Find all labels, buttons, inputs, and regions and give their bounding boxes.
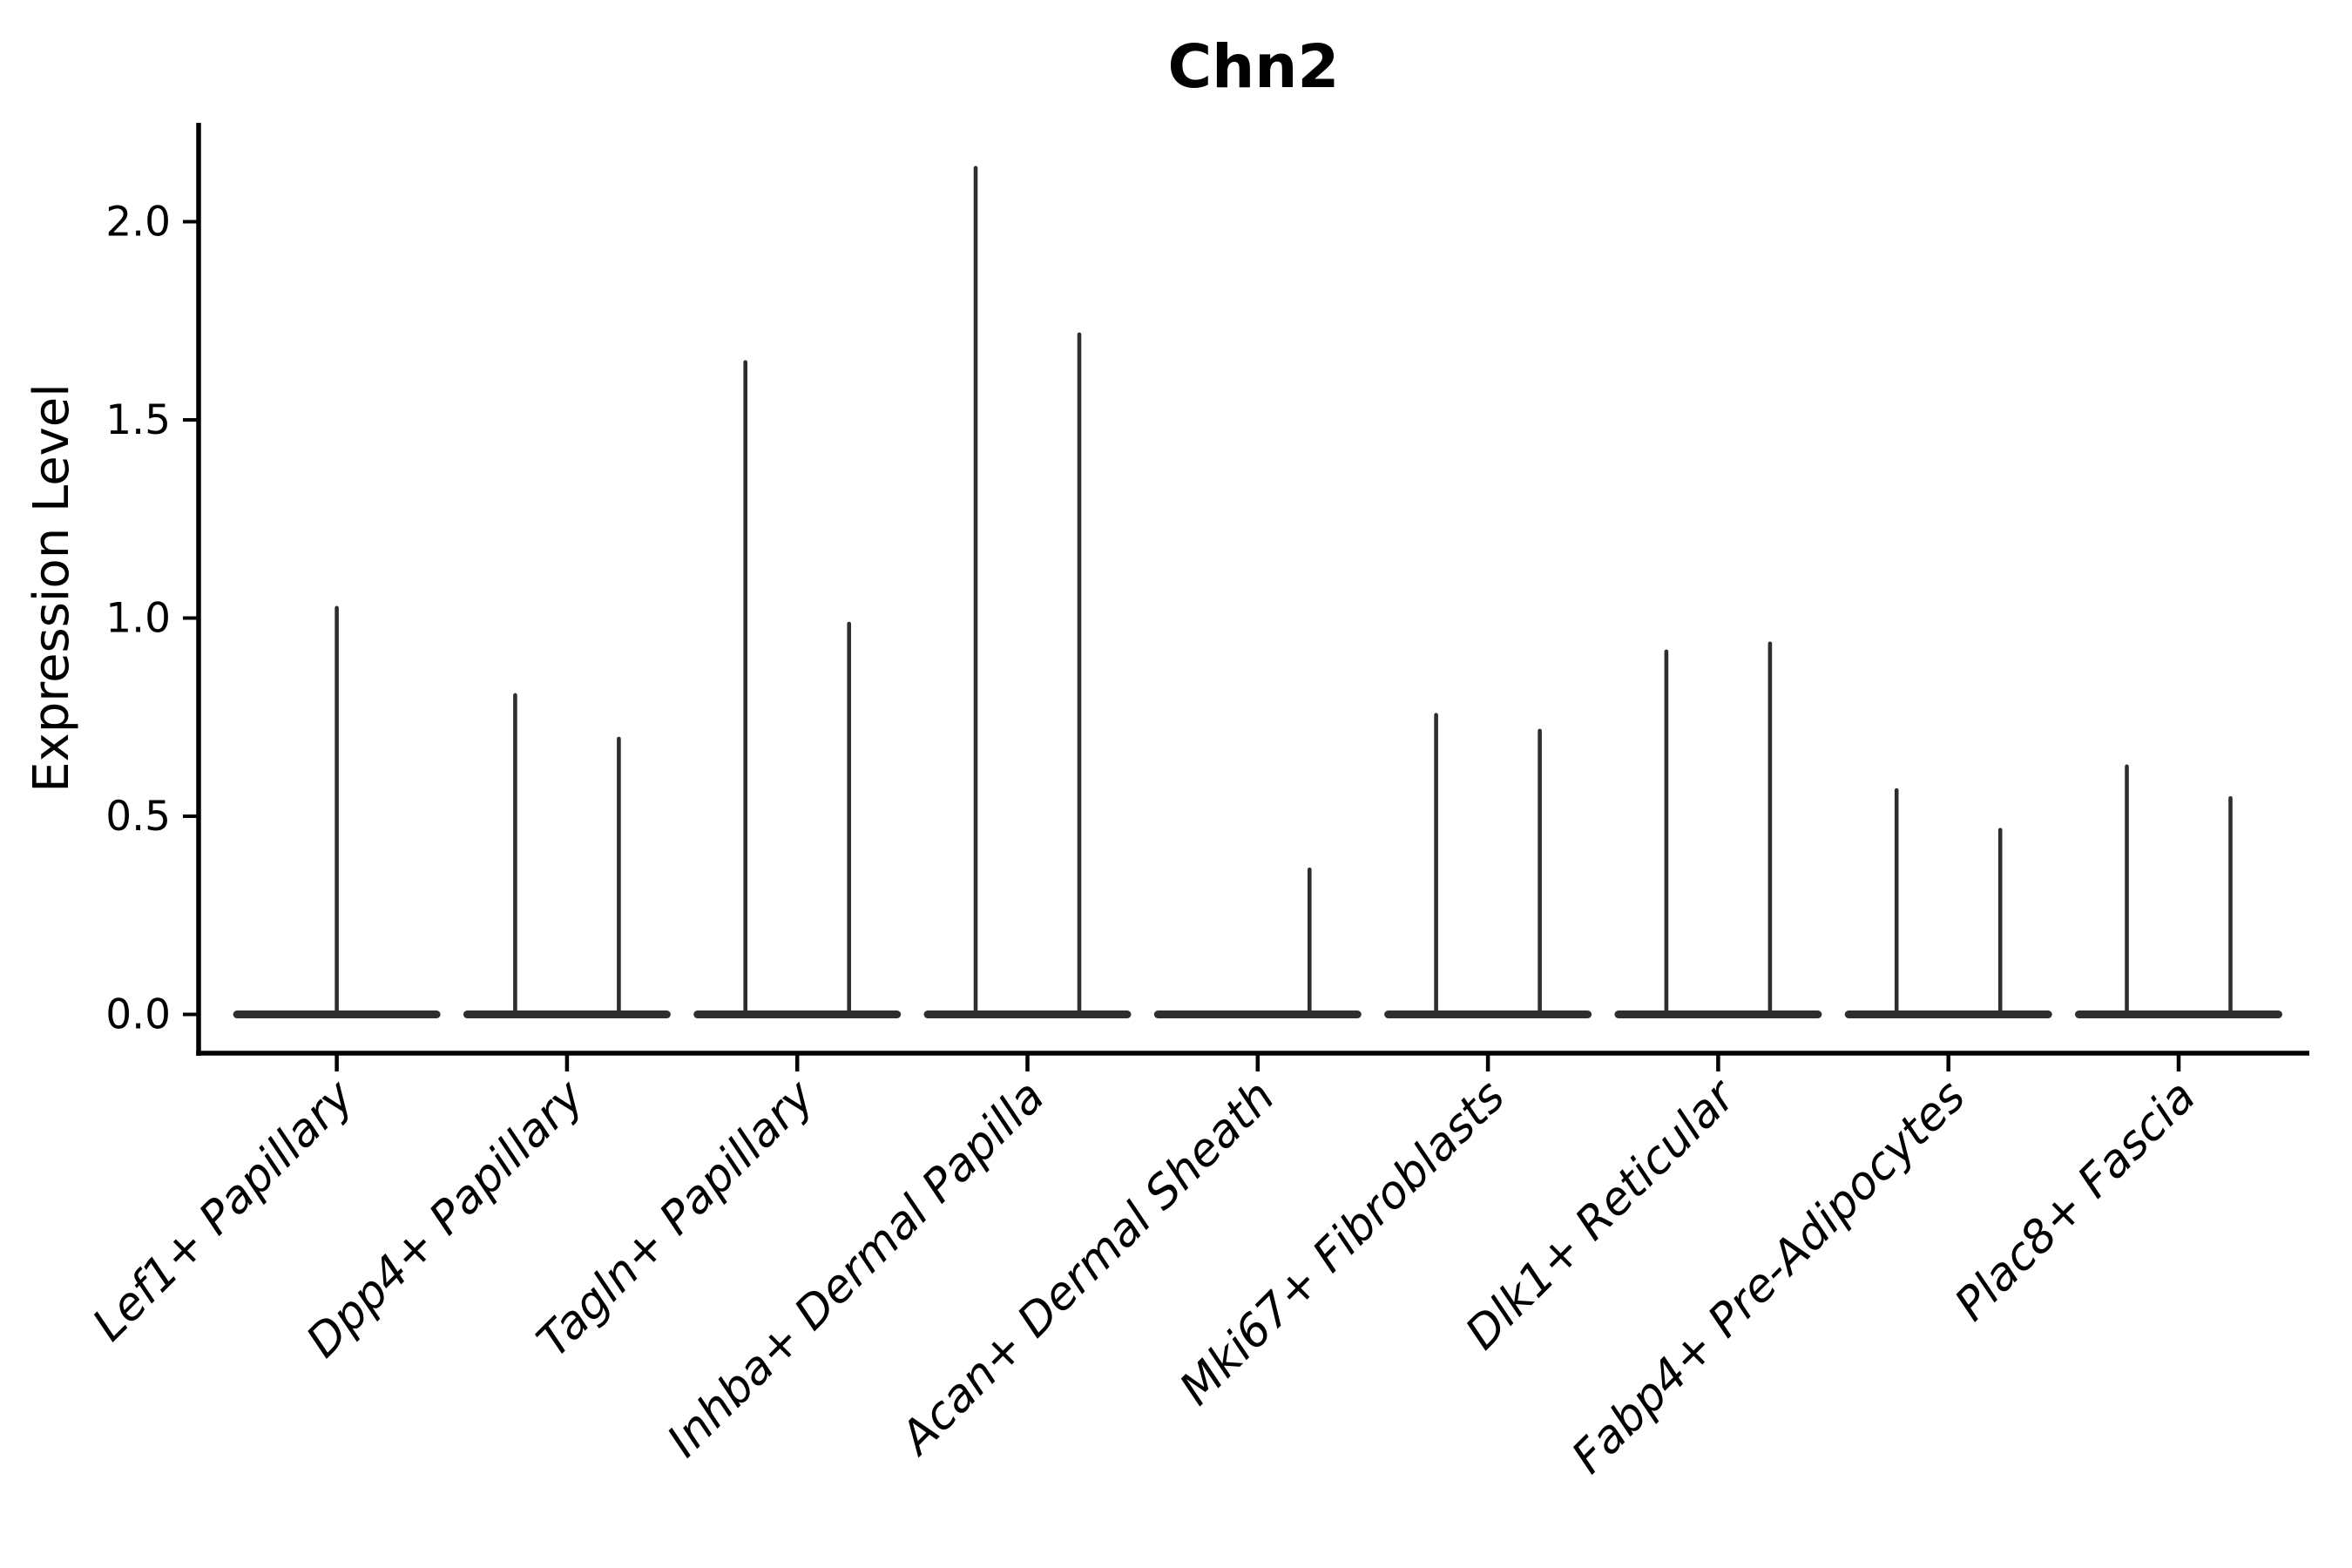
violin-base — [1614, 1010, 1822, 1018]
y-tick-label: 0.5 — [105, 793, 171, 841]
x-tick-label: Inhba+ Dermal Papilla — [658, 1071, 1055, 1468]
axes-layer — [196, 123, 2309, 1056]
y-tick-label: 2.0 — [105, 199, 171, 247]
violin-base — [1153, 1010, 1362, 1018]
y-tick-label: 1.0 — [105, 595, 171, 643]
violin-base — [1844, 1010, 2052, 1018]
y-axis-label: Expression Level — [24, 383, 80, 793]
violin-layer — [233, 166, 2282, 1018]
violin-base — [2075, 1010, 2282, 1018]
x-tick-label: Plac8+ Fascia — [1945, 1071, 2206, 1331]
y-tick-label: 0.0 — [105, 991, 171, 1039]
violin-base — [923, 1010, 1132, 1018]
violin-base — [463, 1010, 671, 1018]
chart-title: Chn2 — [1168, 32, 1340, 102]
violin-base — [1384, 1010, 1592, 1018]
x-tick-label: Fabp4+ Pre-Adipocytes — [1562, 1071, 1976, 1484]
y-tick-label: 1.5 — [105, 396, 171, 444]
violin-base — [693, 1010, 902, 1018]
x-tick-label: Acan+ Dermal Sheath — [889, 1071, 1285, 1466]
